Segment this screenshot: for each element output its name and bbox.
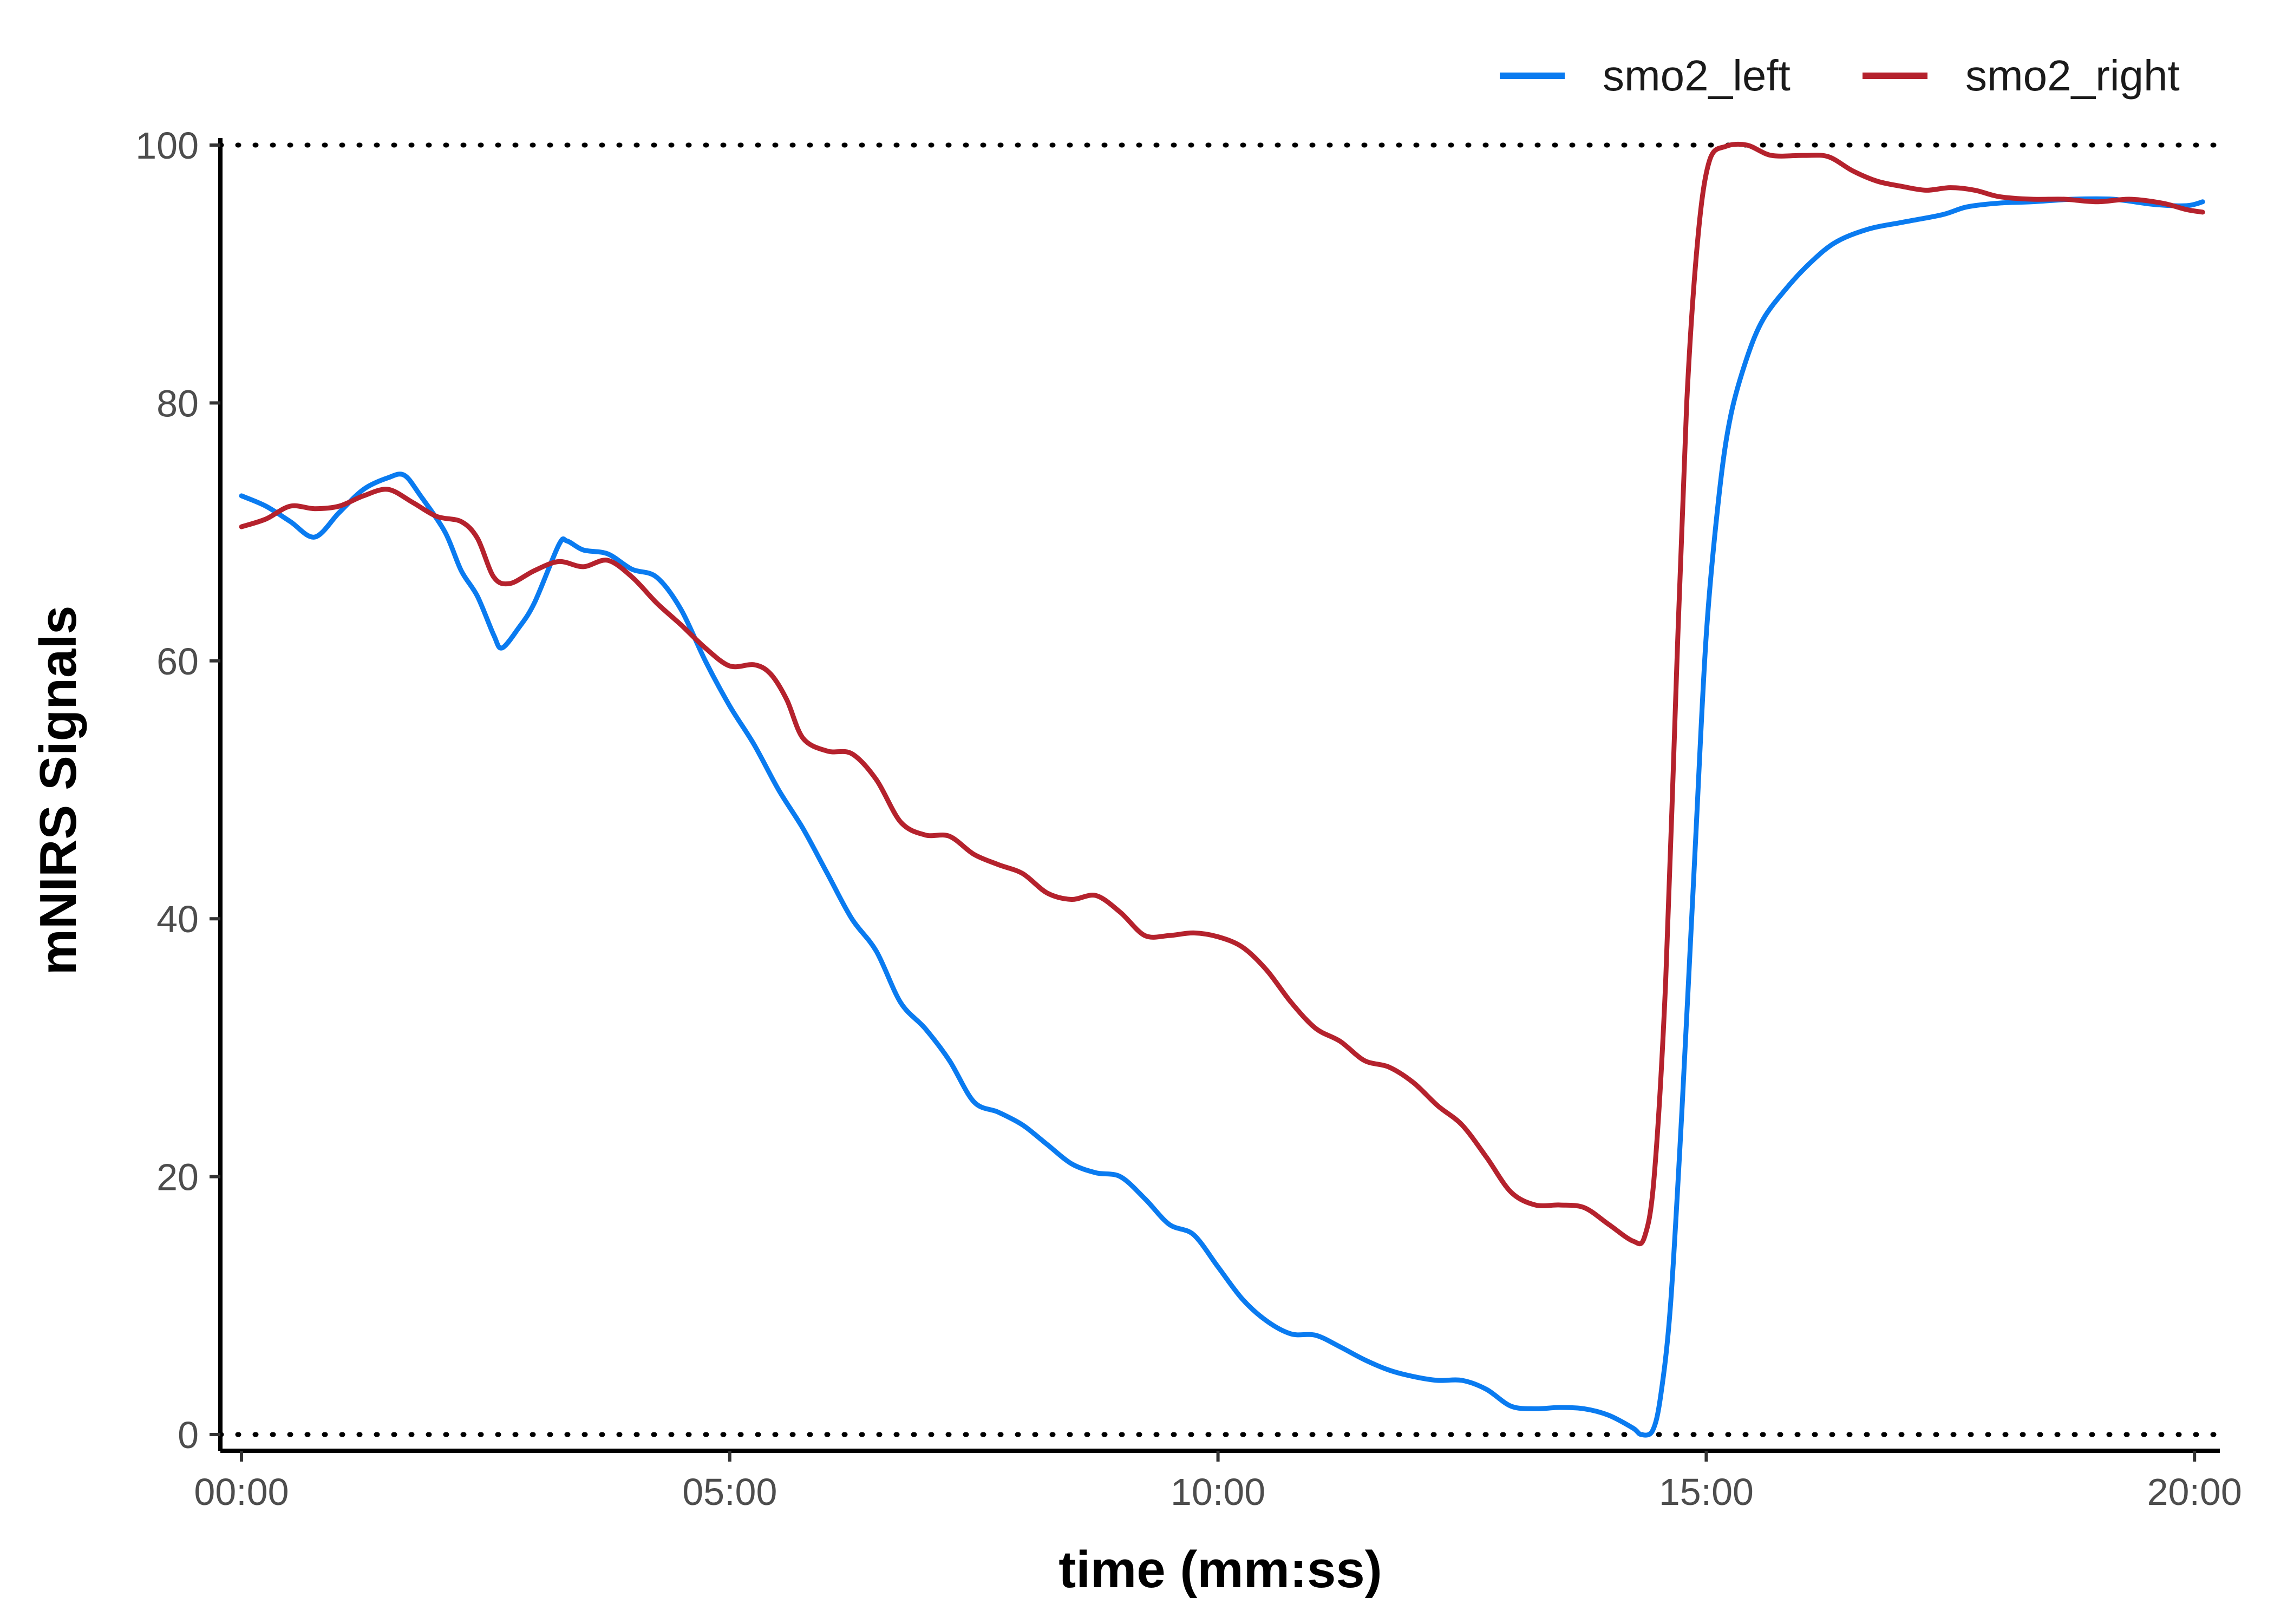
legend: smo2_left smo2_right <box>1500 51 2180 100</box>
x-tick-label: 15:00 <box>1659 1471 1754 1513</box>
reference-lines <box>218 142 2223 1437</box>
y-tick-label: 0 <box>178 1414 199 1456</box>
y-tick-label: 80 <box>156 382 199 424</box>
x-axis-title: time (mm:ss) <box>1058 1541 1382 1599</box>
legend-label-smo2-left: smo2_left <box>1603 51 1791 100</box>
y-axis-title: mNIRS Signals <box>29 606 87 975</box>
axes: 0 20 40 60 80 100 00:00 05:00 10:00 15:00 20:00 <box>135 125 2242 1513</box>
x-tick-label: 00:00 <box>194 1471 289 1513</box>
x-tick-label: 05:00 <box>682 1471 777 1513</box>
x-tick-label: 10:00 <box>1171 1471 1265 1513</box>
y-tick-label: 40 <box>156 898 199 940</box>
y-tick-label: 100 <box>135 125 199 167</box>
series-line-smo2-right <box>239 141 2205 1247</box>
y-tick-label: 60 <box>156 640 199 683</box>
series-layer <box>239 141 2205 1438</box>
y-tick-label: 20 <box>156 1156 199 1199</box>
series-line-smo2-left <box>239 196 2205 1438</box>
x-tick-label: 20:00 <box>2147 1471 2242 1513</box>
legend-label-smo2-right: smo2_right <box>1965 51 2180 100</box>
